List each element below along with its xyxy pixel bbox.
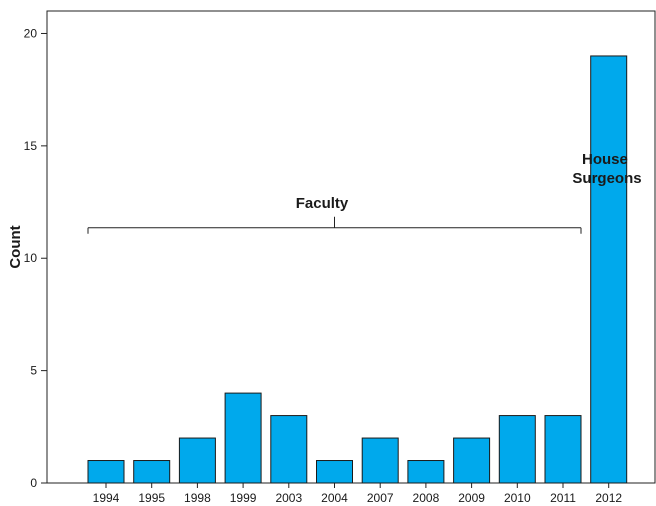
x-tick-label: 2012 [595, 491, 622, 505]
bar-2012 [590, 55, 628, 484]
bar-2003 [270, 415, 308, 484]
x-tick-label: 2004 [321, 491, 348, 505]
x-tick-label: 2009 [458, 491, 485, 505]
x-tick-label: 2008 [413, 491, 440, 505]
bar-1998 [178, 437, 216, 484]
x-tick-label: 1994 [93, 491, 120, 505]
x-tick-label: 1998 [184, 491, 211, 505]
y-axis: 0 5 10 15 20 [24, 26, 47, 490]
house-surgeons-label: House Surgeons [572, 151, 641, 187]
faculty-label: Faculty [296, 195, 349, 212]
x-tick-label: 2003 [275, 491, 302, 505]
bar-2010 [498, 415, 536, 484]
y-tick-label: 5 [30, 364, 37, 378]
x-axis: 1994 1995 1998 1999 2003 2004 2007 2008 2009 2010… [93, 483, 622, 505]
x-tick-label: 2011 [550, 491, 576, 505]
house-surgeons-line-2: Surgeons [572, 170, 641, 187]
x-tick-label: 2010 [504, 491, 531, 505]
bars [87, 55, 628, 484]
y-tick-label: 10 [24, 251, 38, 265]
bar-2004 [316, 460, 353, 484]
y-tick-label: 20 [24, 26, 38, 40]
bar-2008 [407, 460, 445, 484]
y-axis-title: Count [7, 225, 24, 268]
x-tick-label: 1999 [230, 491, 257, 505]
bar-2007 [361, 437, 399, 484]
x-tick-label: 2007 [367, 491, 394, 505]
bar-2011 [544, 415, 582, 484]
bar-2009 [453, 437, 491, 484]
bar-1995 [133, 460, 171, 484]
y-tick-label: 15 [24, 139, 38, 153]
x-tick-label: 1995 [138, 491, 165, 505]
house-surgeons-line-1: House [582, 151, 628, 168]
faculty-bracket [87, 216, 582, 234]
plot-frame [46, 10, 656, 484]
bar-1999 [224, 392, 262, 484]
y-tick-label: 0 [30, 476, 37, 490]
bar-1994 [87, 460, 125, 484]
